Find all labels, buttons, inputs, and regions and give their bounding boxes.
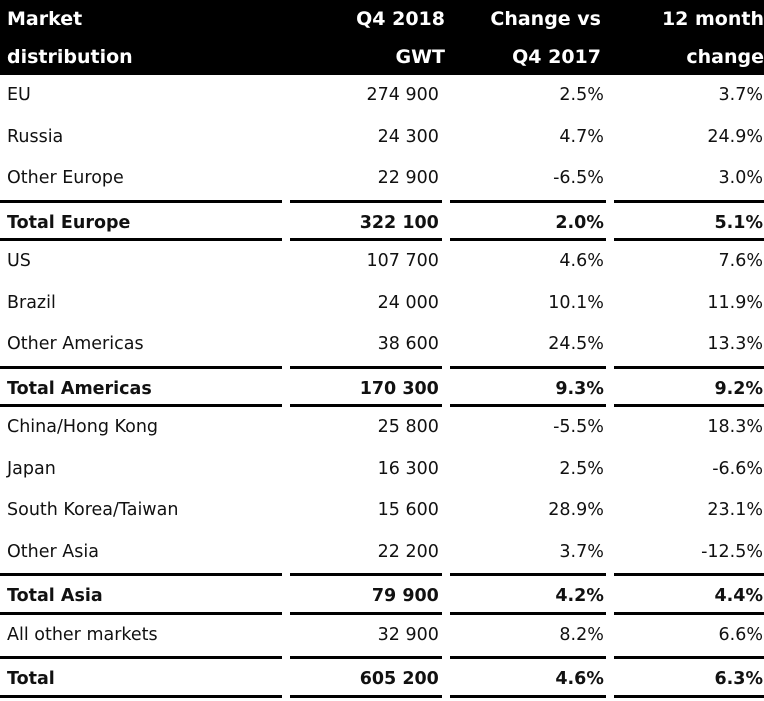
- table-row: EU 274 900 2.5% 3.7%: [0, 75, 764, 117]
- header-12-month-change: 12 month change: [601, 0, 764, 75]
- market-cell: Total Americas: [7, 378, 152, 399]
- change-12m-cell: 6.3%: [714, 669, 763, 689]
- change-12m-cell: 6.6%: [718, 624, 763, 645]
- market-cell: Total Asia: [7, 586, 103, 606]
- change-vs-q4-2017-cell: 9.3%: [555, 378, 604, 399]
- header-12m-line1: 12 month: [661, 8, 764, 30]
- table-body: EU 274 900 2.5% 3.7% Russia 24 300 4.7% 24.9% Ot…: [0, 75, 764, 698]
- q4-2018-cell: 25 800: [377, 417, 439, 437]
- header-change-vs-q4-2017: Change vs Q4 2017: [445, 0, 601, 75]
- table-row: Other Asia 22 200 3.7% -12.5%: [0, 532, 764, 574]
- column-gap: [282, 75, 290, 698]
- table-total-row: Total 605 200 4.6% 6.3%: [0, 656, 764, 698]
- table-row: Russia 24 300 4.7% 24.9%: [0, 117, 764, 159]
- change-12m-cell: 24.9%: [707, 126, 763, 147]
- q4-2018-cell: 16 300: [377, 458, 439, 479]
- table-total-row: Total Europe 322 100 2.0% 5.1%: [0, 199, 764, 241]
- market-cell: Other Europe: [7, 168, 124, 188]
- header-q4-2018-line1: Q4 2018: [356, 8, 445, 30]
- change-vs-q4-2017-cell: 10.1%: [548, 292, 604, 313]
- q4-2018-cell: 15 600: [377, 500, 439, 520]
- change-vs-q4-2017-cell: -5.5%: [553, 417, 604, 437]
- change-vs-q4-2017-cell: 2.5%: [559, 458, 604, 479]
- q4-2018-cell: 38 600: [377, 334, 439, 354]
- header-market-line2: distribution: [7, 46, 133, 68]
- change-12m-cell: 5.1%: [714, 212, 763, 233]
- table-row: China/Hong Kong 25 800 -5.5% 18.3%: [0, 407, 764, 449]
- change-vs-q4-2017-cell: 4.7%: [559, 126, 604, 147]
- q4-2018-cell: 170 300: [359, 378, 439, 399]
- market-cell: Other Americas: [7, 334, 144, 354]
- header-change-line1: Change vs: [490, 8, 601, 30]
- change-12m-cell: 3.0%: [718, 168, 763, 188]
- table-row: South Korea/Taiwan 15 600 28.9% 23.1%: [0, 490, 764, 532]
- change-12m-cell: 13.3%: [707, 334, 763, 354]
- market-cell: All other markets: [7, 624, 158, 645]
- change-12m-cell: 18.3%: [707, 417, 763, 437]
- change-vs-q4-2017-cell: 8.2%: [559, 624, 604, 645]
- market-cell: US: [7, 251, 31, 271]
- q4-2018-cell: 322 100: [359, 212, 439, 233]
- change-vs-q4-2017-cell: -6.5%: [553, 168, 604, 188]
- market-cell: Brazil: [7, 292, 56, 313]
- q4-2018-cell: 274 900: [366, 85, 439, 105]
- market-cell: Russia: [7, 126, 64, 147]
- q4-2018-cell: 605 200: [359, 669, 439, 689]
- q4-2018-cell: 22 200: [377, 541, 439, 562]
- market-cell: China/Hong Kong: [7, 417, 159, 437]
- change-vs-q4-2017-cell: 28.9%: [548, 500, 604, 520]
- change-vs-q4-2017-cell: 2.5%: [559, 85, 604, 105]
- change-12m-cell: 23.1%: [707, 500, 763, 520]
- q4-2018-cell: 22 900: [377, 168, 439, 188]
- table-row: US 107 700 4.6% 7.6%: [0, 241, 764, 283]
- header-market: Market distribution: [0, 0, 257, 75]
- market-cell: Total: [7, 669, 55, 689]
- table-row: Other Americas 38 600 24.5% 13.3%: [0, 324, 764, 366]
- change-12m-cell: -12.5%: [701, 541, 763, 562]
- change-12m-cell: -6.6%: [712, 458, 763, 479]
- market-cell: EU: [7, 85, 31, 105]
- header-q4-2018-line2: GWT: [395, 46, 445, 68]
- table-row: Japan 16 300 2.5% -6.6%: [0, 449, 764, 491]
- change-vs-q4-2017-cell: 3.7%: [559, 541, 604, 562]
- change-12m-cell: 7.6%: [718, 251, 763, 271]
- q4-2018-cell: 107 700: [366, 251, 439, 271]
- table-row: Other Europe 22 900 -6.5% 3.0%: [0, 158, 764, 200]
- column-gap: [442, 75, 450, 698]
- market-cell: Japan: [7, 458, 56, 479]
- table-row: All other markets 32 900 8.2% 6.6%: [0, 615, 764, 657]
- header-12m-line2: change: [686, 46, 764, 68]
- change-12m-cell: 9.2%: [714, 378, 763, 399]
- table-header: Market distribution Q4 2018 GWT Change v…: [0, 0, 764, 75]
- change-12m-cell: 4.4%: [714, 586, 763, 606]
- change-12m-cell: 3.7%: [718, 85, 763, 105]
- change-vs-q4-2017-cell: 2.0%: [555, 212, 604, 233]
- change-12m-cell: 11.9%: [707, 292, 763, 313]
- header-market-line1: Market: [7, 8, 83, 30]
- change-vs-q4-2017-cell: 4.6%: [559, 251, 604, 271]
- market-cell: Total Europe: [7, 212, 131, 233]
- change-vs-q4-2017-cell: 4.6%: [555, 669, 604, 689]
- q4-2018-cell: 24 300: [377, 126, 439, 147]
- change-vs-q4-2017-cell: 24.5%: [548, 334, 604, 354]
- q4-2018-cell: 32 900: [377, 624, 439, 645]
- market-cell: Other Asia: [7, 541, 99, 562]
- market-cell: South Korea/Taiwan: [7, 500, 179, 520]
- q4-2018-cell: 79 900: [371, 586, 439, 606]
- table-total-row: Total Americas 170 300 9.3% 9.2%: [0, 365, 764, 407]
- change-vs-q4-2017-cell: 4.2%: [555, 586, 604, 606]
- q4-2018-cell: 24 000: [377, 292, 439, 313]
- header-q4-2018: Q4 2018 GWT: [257, 0, 445, 75]
- column-gap: [606, 75, 614, 698]
- table-total-row: Total Asia 79 900 4.2% 4.4%: [0, 573, 764, 615]
- table-row: Brazil 24 000 10.1% 11.9%: [0, 283, 764, 325]
- header-change-line2: Q4 2017: [512, 46, 601, 68]
